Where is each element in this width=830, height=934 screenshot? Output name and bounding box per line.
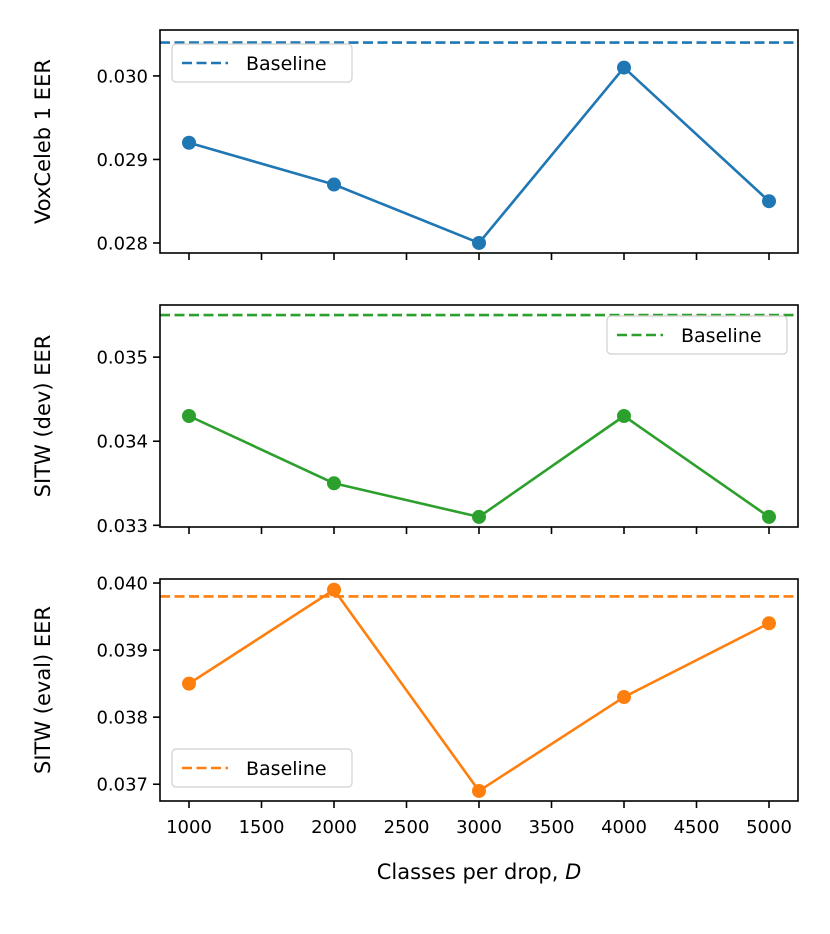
legend: Baseline [171,748,353,788]
x-tick-label: 2000 [311,817,357,838]
x-tick-label: 2500 [384,817,430,838]
data-point [472,235,486,250]
y-tick-label: 0.035 [96,348,148,369]
y-tick-label: 0.029 [96,150,148,171]
data-point [762,509,776,524]
x-tick-label: 4000 [601,817,647,838]
legend: Baseline [606,315,788,355]
panel-1: 0.028 0.029 0.030 VoxCeleb 1 EER Baseline [31,29,799,260]
x-tick-label: 3500 [529,817,575,838]
data-point [472,783,486,798]
y-tick-label: 0.030 [96,66,148,87]
data-point [617,60,631,75]
series-line [188,414,770,519]
legend-label: Baseline [681,325,762,347]
y-tick-label: 0.037 [96,775,148,796]
data-point [327,177,341,192]
legend-box [171,748,353,788]
y-tick-label: 0.039 [96,641,148,662]
y-tick-label: 0.040 [96,574,148,595]
x-axis-label-variable: D [565,860,581,884]
x-axis-label: Classes per drop, D [377,860,582,884]
x-axis-label-text: Classes per drop, [377,860,565,884]
y-tick-label: 0.038 [96,708,148,729]
data-point [182,676,196,691]
panel-3: 0.037 0.038 0.039 0.040 1000 1500 2000 2500 3000… [31,574,799,884]
legend-box [606,315,788,355]
data-point [182,135,196,150]
data-point [182,409,196,423]
x-tick-label: 3000 [456,817,502,838]
data-point [327,582,341,597]
legend: Baseline [171,43,353,83]
x-tick-label: 4500 [674,817,720,838]
data-point [762,616,776,631]
legend-box [171,43,353,83]
data-point [617,409,631,423]
legend-label: Baseline [246,758,327,780]
data-point [762,194,776,209]
y-tick-label: 0.034 [96,432,148,453]
data-point [327,476,341,491]
x-tick-label: 5000 [746,817,792,838]
y-axis-label: SITW (dev) EER [31,335,55,498]
y-tick-label: 0.028 [96,233,148,254]
y-axis-label: VoxCeleb 1 EER [31,59,55,224]
x-tick-label: 1000 [166,817,212,838]
data-point [617,690,631,705]
series-line [188,66,770,245]
data-point [472,509,486,524]
x-tick-label: 1500 [239,817,285,838]
legend-label: Baseline [246,53,327,75]
panel-2: 0.033 0.034 0.035 SITW (dev) EER Baseline [31,304,799,537]
y-axis-label: SITW (eval) EER [31,606,55,774]
y-tick-label: 0.033 [96,516,148,537]
